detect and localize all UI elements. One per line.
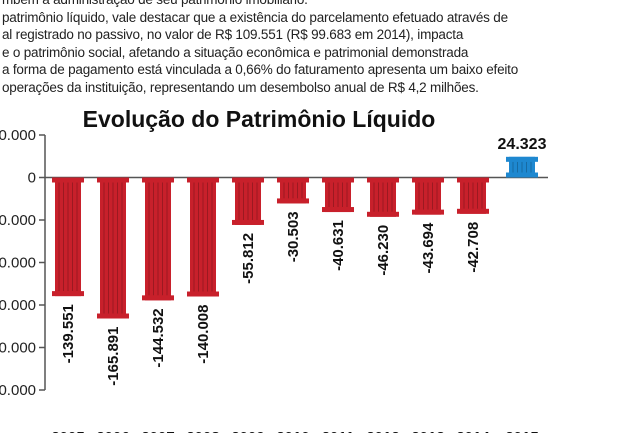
y-tick-label: -200.000 <box>0 340 36 357</box>
bar-cap <box>457 178 489 183</box>
value-label: -30.503 <box>285 211 302 262</box>
x-tick-label: 2011 <box>322 429 355 433</box>
bar-cap <box>142 295 174 300</box>
y-tick-label: -50.000 <box>0 212 36 229</box>
bar-cap <box>506 157 538 162</box>
x-tick-label: 2008 <box>186 429 219 433</box>
bar-cap <box>506 173 538 178</box>
x-tick-label: 2012 <box>366 429 399 433</box>
chart-title: Evolução do Patrimônio Líquido <box>83 106 436 132</box>
bar-cap <box>142 178 174 183</box>
bar-cap <box>277 178 309 183</box>
value-label: -165.891 <box>105 327 122 386</box>
x-tick-label: 2013 <box>411 429 444 433</box>
bar-cap <box>277 198 309 203</box>
bar-cap <box>322 207 354 212</box>
page: mbém a administração de seu patrimônio i… <box>0 0 617 433</box>
bar-cap <box>412 210 444 215</box>
bar-cap <box>97 178 129 183</box>
bar-cap <box>412 178 444 183</box>
x-tick-label: 2007 <box>141 429 174 433</box>
bar-cap <box>457 209 489 214</box>
value-label: -139.551 <box>60 304 77 363</box>
y-tick-label: 50.000 <box>0 127 36 144</box>
bar-cap <box>232 178 264 183</box>
value-label: -144.532 <box>150 308 167 367</box>
y-tick-label: -150.000 <box>0 297 36 314</box>
value-label: -43.694 <box>420 222 437 274</box>
bar-cap <box>97 314 129 319</box>
x-tick-label: 2010 <box>276 429 309 433</box>
bar-cap <box>52 178 84 183</box>
x-tick-label: 2015 <box>505 429 538 433</box>
bar-cap <box>367 212 399 217</box>
bar-cap <box>232 220 264 225</box>
bar-cap <box>322 178 354 183</box>
value-label: -40.631 <box>330 220 347 271</box>
x-tick-label: 2006 <box>96 429 129 433</box>
x-tick-label: 2005 <box>51 429 84 433</box>
bar-cap <box>187 292 219 297</box>
value-label: -46.230 <box>375 225 392 276</box>
chart: Evolução do Patrimônio Líquido 50.000 0 -5… <box>0 0 617 433</box>
bar-cap <box>52 291 84 296</box>
value-label: 24.323 <box>498 136 547 153</box>
y-tick-label: -250.000 <box>0 382 36 399</box>
value-label: -42.708 <box>465 222 482 273</box>
bar-cap <box>367 178 399 183</box>
value-label: -55.812 <box>240 233 257 284</box>
x-tick-label: 2014 <box>456 429 490 433</box>
value-label: -140.008 <box>195 305 212 364</box>
bar-cap <box>187 178 219 183</box>
y-tick-label: -100.000 <box>0 255 36 272</box>
x-tick-label: 2009 <box>231 429 264 433</box>
y-tick-label: 0 <box>28 170 36 187</box>
